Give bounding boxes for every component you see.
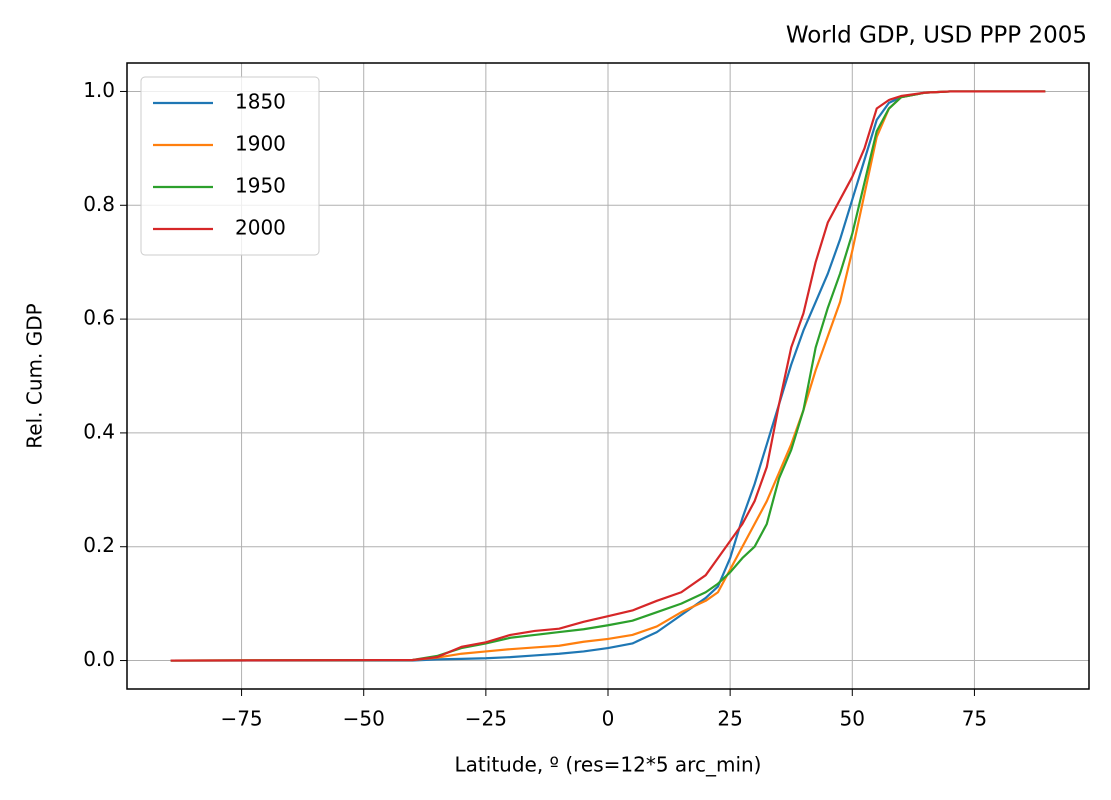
data-line <box>170 90 1046 662</box>
y-tick-label: 0.2 <box>83 533 115 557</box>
y-tick-label: 1.0 <box>83 78 115 102</box>
x-tick-label: 75 <box>962 707 987 731</box>
x-tick-label: −75 <box>220 707 262 731</box>
plot-frame <box>126 62 1090 690</box>
data-line <box>170 90 1046 662</box>
x-tick-label: −25 <box>465 707 507 731</box>
data-line <box>170 90 1046 662</box>
x-tick-label: −50 <box>343 707 385 731</box>
legend: 1850 1900 1950 2000 <box>140 76 320 256</box>
legend-frame <box>140 76 320 256</box>
legend-label: 1900 <box>235 132 286 156</box>
y-axis-label: Rel. Cum. GDP <box>23 303 47 448</box>
x-axis-label: Latitude, º (res=12*5 arc_min) <box>455 753 762 777</box>
x-tick-label: 25 <box>717 707 742 731</box>
x-tick-label: 50 <box>840 707 865 731</box>
legend-label: 1950 <box>235 174 286 198</box>
data-line <box>170 90 1046 662</box>
y-tick-label: 0.0 <box>83 647 115 671</box>
y-tick-label: 0.8 <box>83 192 115 216</box>
chart-title: World GDP, USD PPP 2005 <box>786 23 1087 49</box>
legend-label: 2000 <box>235 216 286 240</box>
y-tick-label: 0.4 <box>83 419 115 443</box>
x-tick-label: 0 <box>602 707 615 731</box>
legend-label: 1850 <box>235 90 286 114</box>
y-tick-label: 0.6 <box>83 306 115 330</box>
